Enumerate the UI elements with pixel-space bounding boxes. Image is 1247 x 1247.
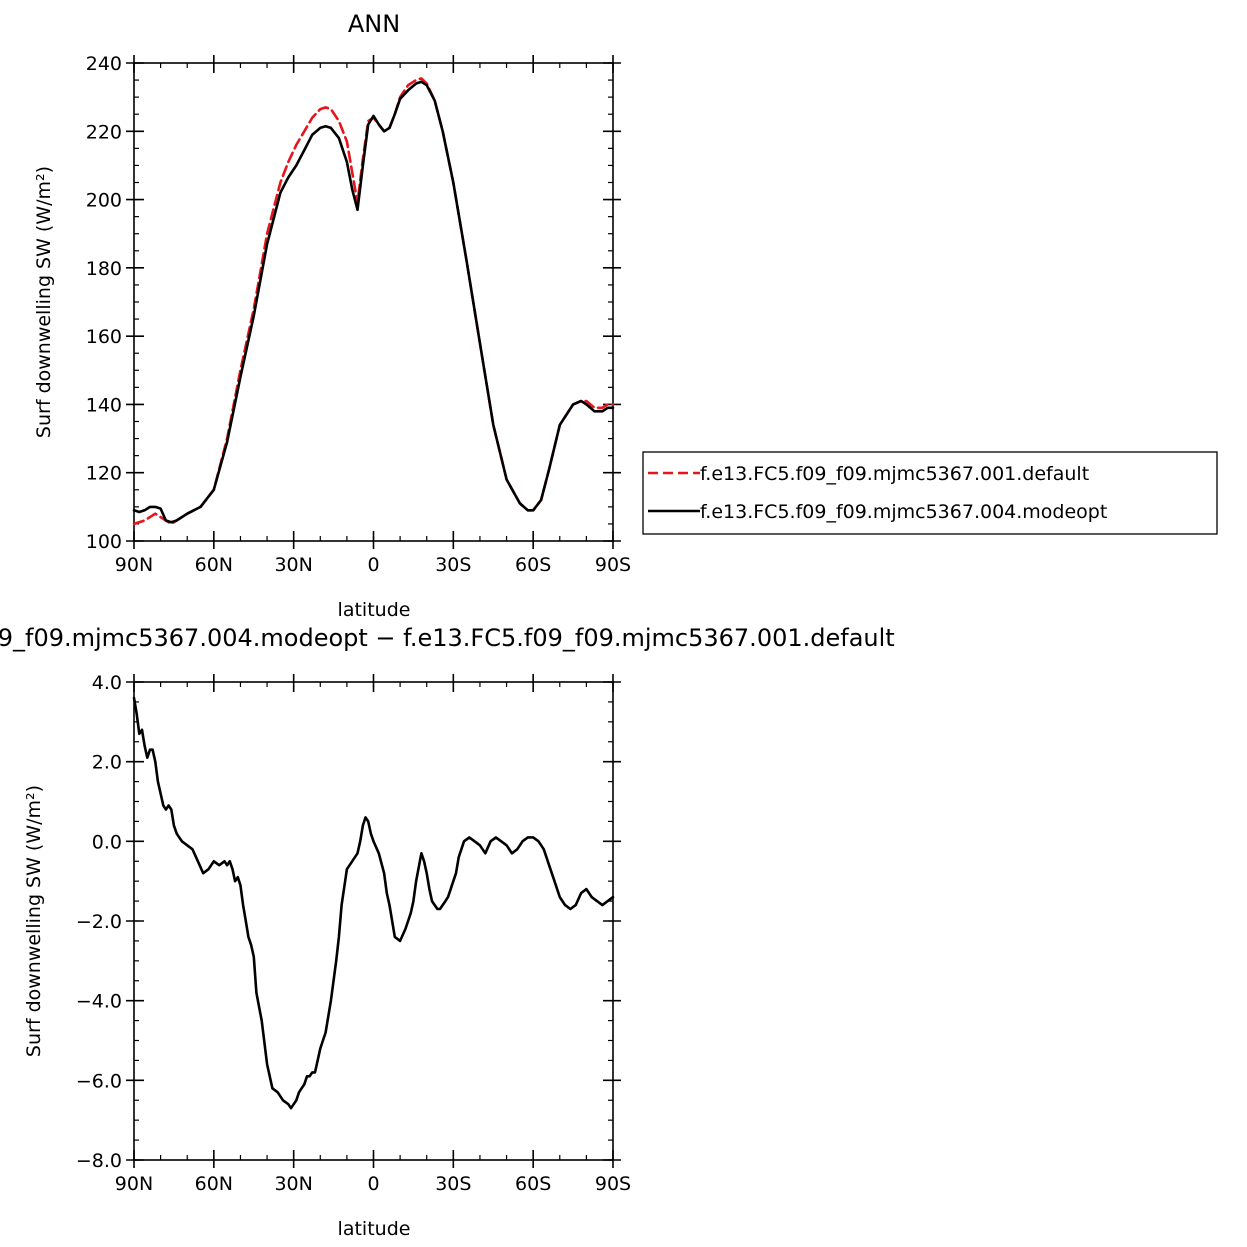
top-y-tick-label: 160	[86, 326, 122, 348]
bottom-y-tick-label: −4.0	[76, 991, 122, 1013]
bottom-x-axis-label: latitude	[338, 1218, 411, 1240]
bottom-plot-area: −8.0 −6.0 −4.0 −2.0 0.0 2.0 4.0 90N 60N 30N 0 30S 60…	[76, 672, 631, 1195]
top-x-axis-label: latitude	[338, 599, 411, 621]
top-y-tick-label: 200	[86, 190, 122, 212]
bottom-x-tick-label: 90S	[595, 1173, 631, 1195]
top-y-tick-label: 180	[86, 258, 122, 280]
bottom-y-tick-label: −8.0	[76, 1150, 122, 1172]
top-y-tick-label: 140	[86, 394, 122, 416]
top-x-tick-label: 30N	[274, 554, 312, 576]
top-chart-title: ANN	[348, 10, 400, 38]
bottom-x-tick-label: 60S	[515, 1173, 551, 1195]
bottom-y-tick-label: −2.0	[76, 911, 122, 933]
bottom-y-tick-label: −6.0	[76, 1070, 122, 1092]
bottom-x-tick-label: 30S	[435, 1173, 471, 1195]
bottom-y-tick-label: 2.0	[92, 752, 122, 774]
top-x-tick-label: 90S	[595, 554, 631, 576]
top-y-tick-label: 220	[86, 121, 122, 143]
top-x-tick-label: 60N	[195, 554, 233, 576]
legend-box	[642, 451, 1218, 535]
bottom-x-tick-label: 0	[367, 1173, 379, 1195]
bottom-series-line-0	[132, 696, 615, 1110]
legend-label-modeopt: f.e13.FC5.f09_f09.mjmc5367.004.modeopt	[700, 501, 1107, 523]
top-x-tick-label: 60S	[515, 554, 551, 576]
bottom-plot-frame	[133, 681, 614, 1161]
top-series-line-1	[132, 80, 615, 524]
bottom-y-tick-label: 4.0	[92, 672, 122, 694]
top-x-tick-label: 30S	[435, 554, 471, 576]
top-series-line-0	[132, 77, 615, 526]
top-plot-frame	[133, 62, 614, 542]
legend-label-default: f.e13.FC5.f09_f09.mjmc5367.001.default	[700, 463, 1089, 485]
top-x-tick-label: 90N	[115, 554, 153, 576]
bottom-x-tick-label: 30N	[274, 1173, 312, 1195]
bottom-x-tick-label: 90N	[115, 1173, 153, 1195]
top-y-axis-label: Surf downwelling SW (W/m²)	[33, 166, 55, 438]
legend: f.e13.FC5.f09_f09.mjmc5367.001.default f…	[642, 451, 1218, 535]
bottom-y-tick-label: 0.0	[92, 831, 122, 853]
top-x-tick-label: 0	[367, 554, 379, 576]
top-y-tick-label: 240	[86, 53, 122, 75]
top-y-tick-label: 100	[86, 531, 122, 553]
bottom-chart-title: f.e13.FC5.f09_f09.mjmc5367.004.modeopt −…	[0, 624, 895, 652]
bottom-x-tick-label: 60N	[195, 1173, 233, 1195]
bottom-y-axis-label: Surf downwelling SW (W/m²)	[23, 785, 45, 1057]
top-y-tick-label: 120	[86, 463, 122, 485]
top-plot-area: 100 120 140 160 180 200 220 240 90N 60N 30N 0 30S 60S…	[86, 53, 631, 576]
